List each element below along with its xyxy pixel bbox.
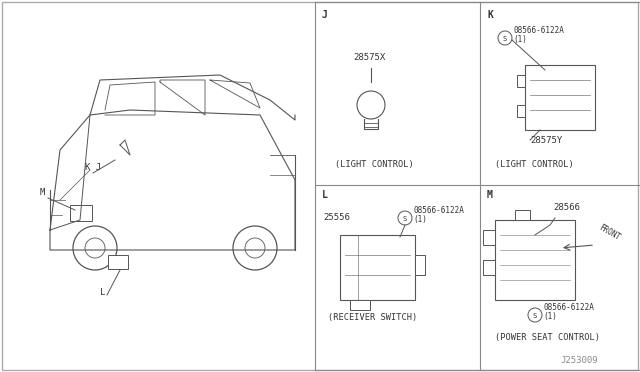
Circle shape [73,226,117,270]
Circle shape [498,31,512,45]
Bar [525,65,595,130]
Text: S: S [403,215,407,221]
Text: 25556: 25556 [323,213,350,222]
Text: 08566-6122A: 08566-6122A [513,26,564,35]
Text: J253009: J253009 [560,356,598,365]
Bar [340,235,415,300]
Text: 08566-6122A: 08566-6122A [413,206,464,215]
Text: 28575X: 28575X [353,53,385,62]
Text: M: M [487,190,493,200]
Bar [483,230,495,245]
Text: L: L [100,288,106,297]
Text: 28575Y: 28575Y [530,136,563,145]
Text: (1): (1) [513,35,527,44]
Text: K J: K J [85,163,101,172]
Bar [517,105,525,117]
Circle shape [245,238,265,258]
Bar [515,210,530,220]
Text: L: L [322,190,328,200]
Text: (LIGHT CONTROL): (LIGHT CONTROL) [335,160,413,169]
Text: S: S [503,35,507,42]
Bar [108,255,128,269]
Text: (1): (1) [413,215,427,224]
Text: M: M [40,188,45,197]
Text: FRONT: FRONT [597,223,621,242]
Bar [517,75,525,87]
Text: (1): (1) [543,312,557,321]
Bar [415,255,425,275]
Circle shape [357,91,385,119]
Text: S: S [533,312,537,318]
Circle shape [233,226,277,270]
Circle shape [85,238,105,258]
Text: K: K [487,10,493,20]
Bar [483,260,495,275]
Text: (POWER SEAT CONTROL): (POWER SEAT CONTROL) [495,333,600,342]
Text: 08566-6122A: 08566-6122A [543,303,594,312]
Bar [70,205,92,221]
Circle shape [528,308,542,322]
Text: 28566: 28566 [553,203,580,212]
Text: J: J [322,10,328,20]
Bar [495,220,575,300]
Text: (RECEIVER SWITCH): (RECEIVER SWITCH) [328,313,417,322]
Text: (LIGHT CONTROL): (LIGHT CONTROL) [495,160,573,169]
Bar [350,300,370,310]
Circle shape [398,211,412,225]
